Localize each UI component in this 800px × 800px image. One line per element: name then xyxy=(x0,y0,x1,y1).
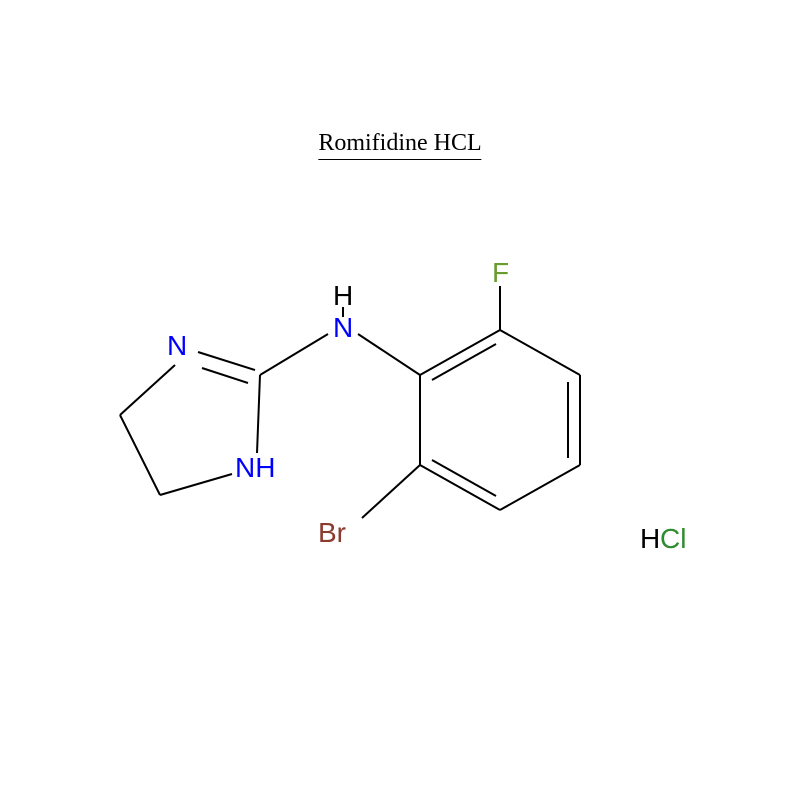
compound-title: Romifidine HCL xyxy=(318,130,481,160)
nitrogen-atom-imidazoline-top: N xyxy=(167,330,187,361)
chemical-structure-diagram: N NH N H F Br H Cl xyxy=(60,260,740,600)
bromine-atom: Br xyxy=(318,517,346,548)
nitrogen-hydrogen-atom-imidazoline: NH xyxy=(235,452,275,483)
hydrogen-atom-bridge: H xyxy=(333,280,353,311)
hcl-hydrogen: H xyxy=(640,523,660,554)
hcl-chlorine: Cl xyxy=(660,523,686,554)
fluorine-atom: F xyxy=(492,260,509,288)
